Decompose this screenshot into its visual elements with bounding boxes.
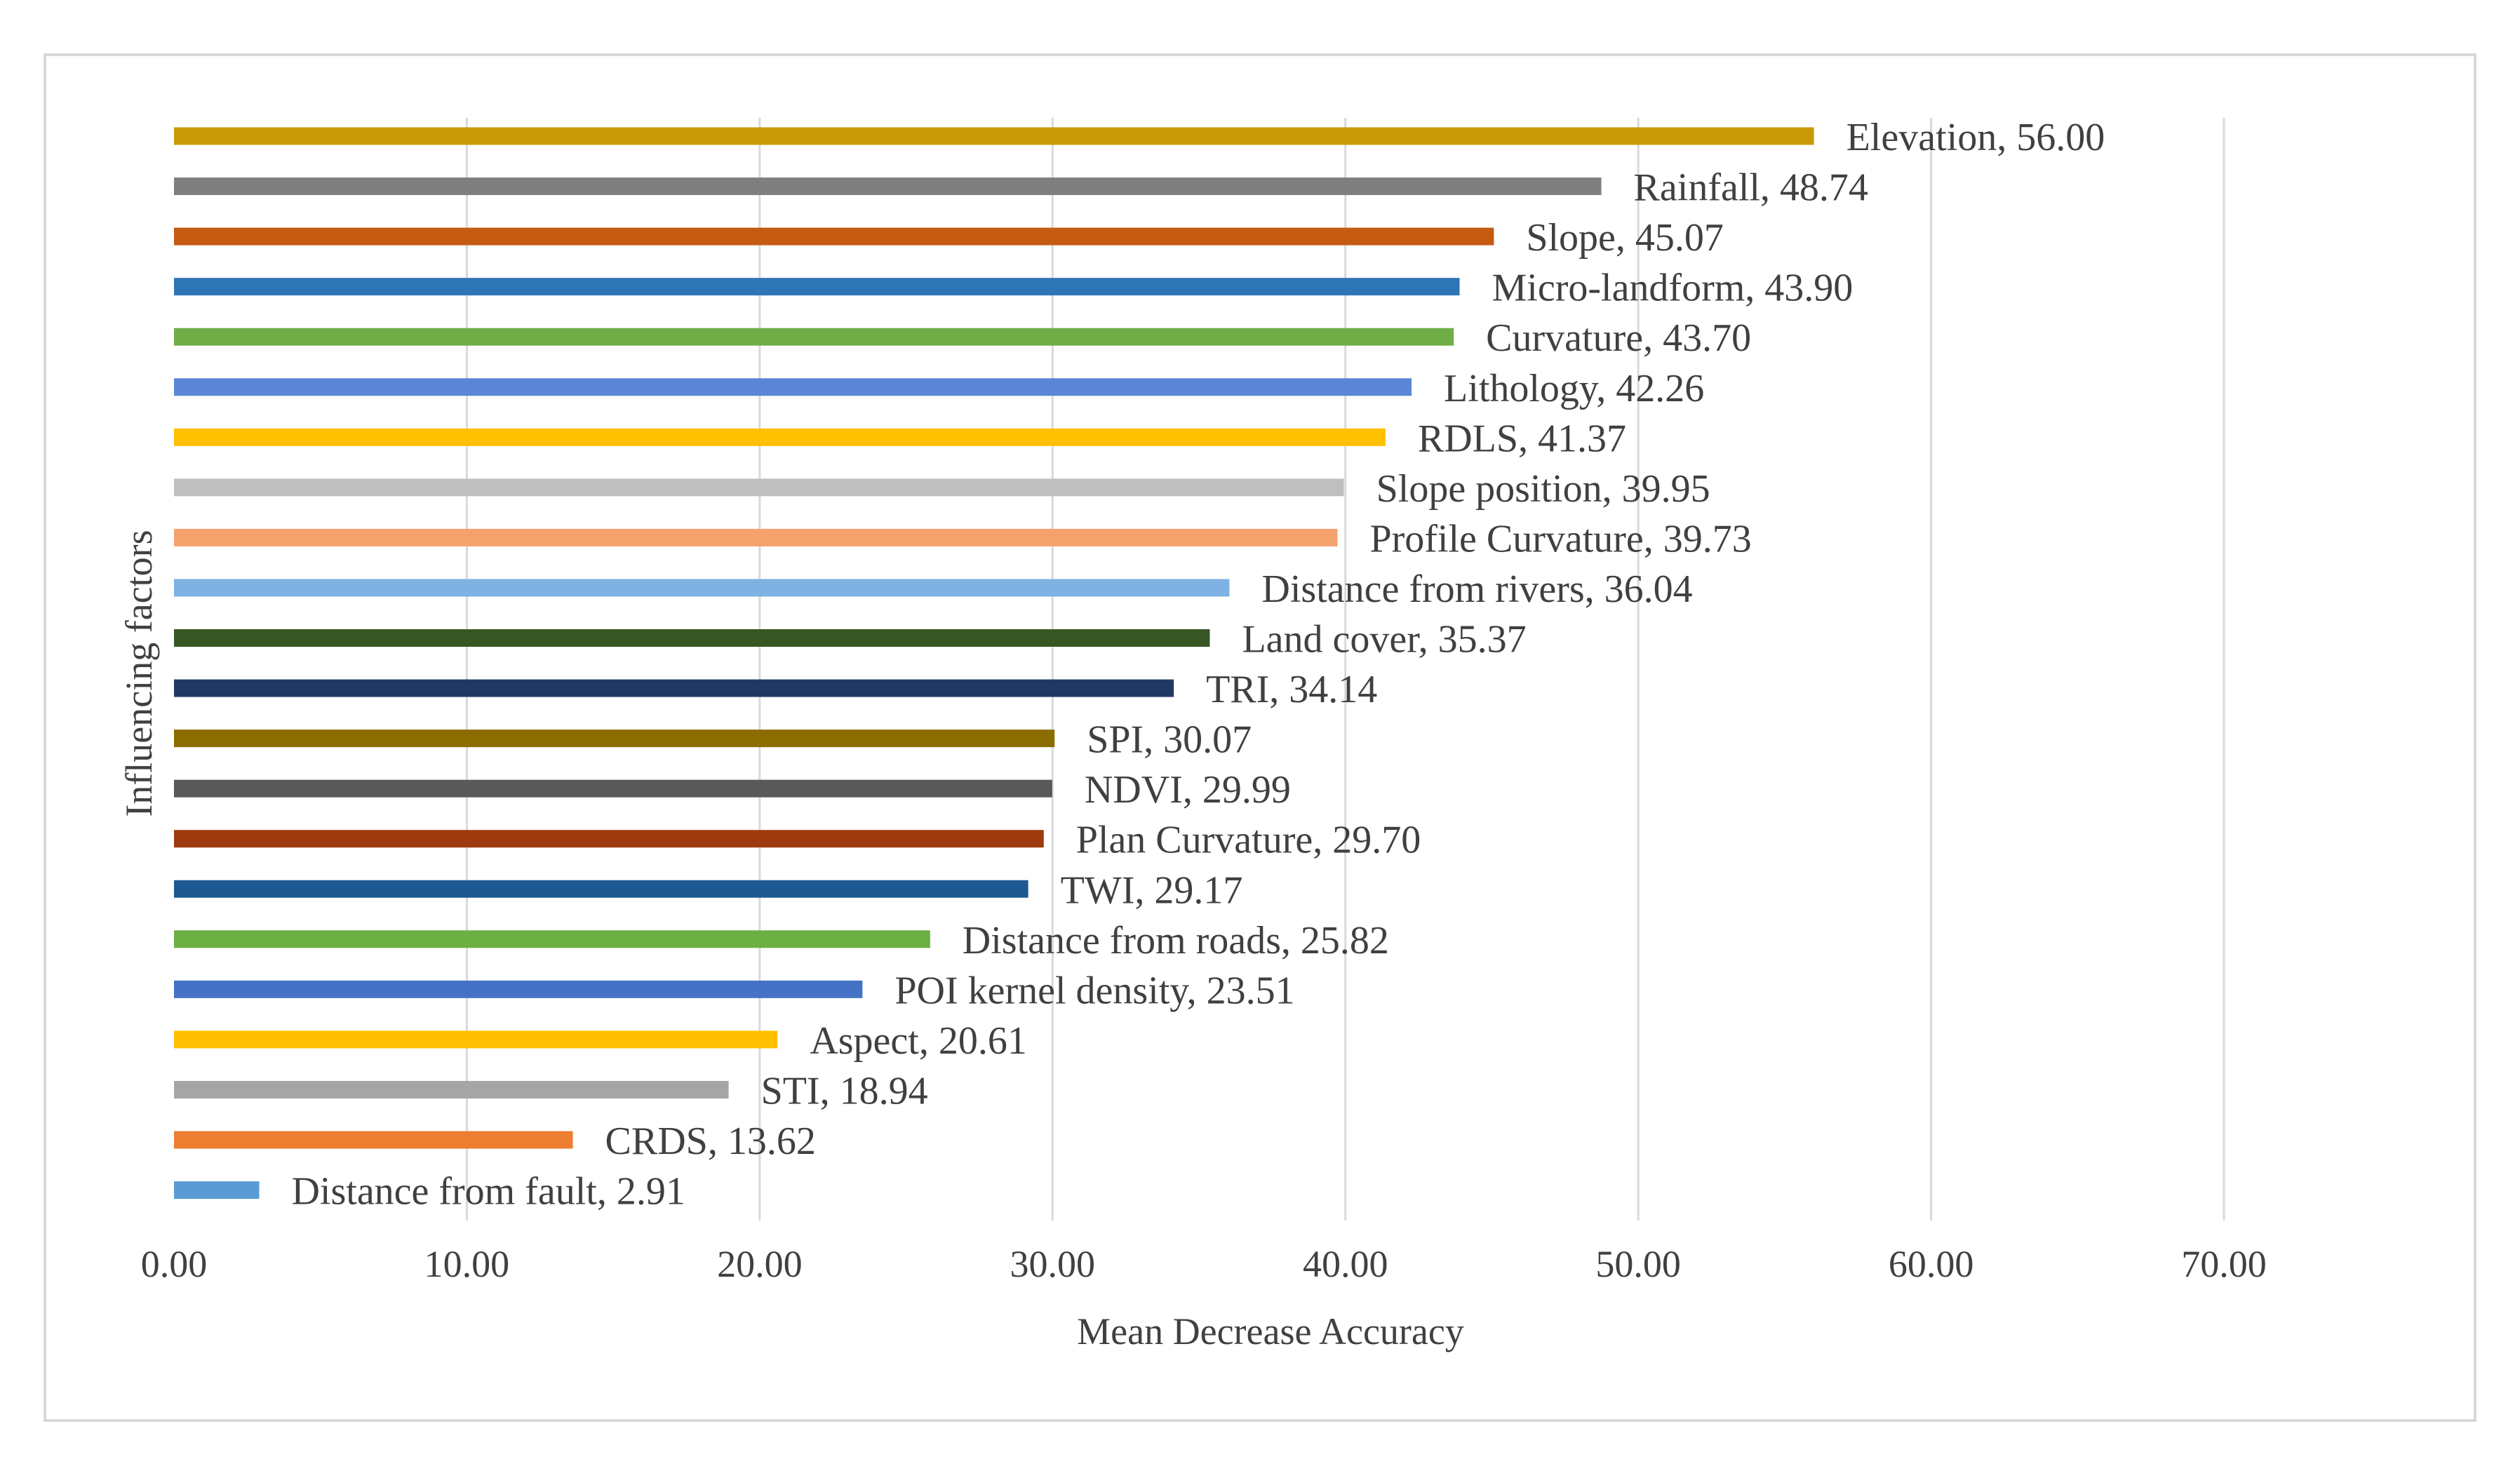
bar-twi bbox=[174, 880, 1028, 898]
bar-label-rdls: RDLS, 41.37 bbox=[1418, 417, 1626, 460]
bar-label-crds: CRDS, 13.62 bbox=[605, 1120, 816, 1163]
bar-profile-curvature bbox=[174, 528, 1338, 546]
bar-label-distance-from-fault: Distance from fault, 2.91 bbox=[291, 1170, 685, 1214]
bar-label-plan-curvature: Plan Curvature, 29.70 bbox=[1076, 819, 1421, 862]
x-tick-label-60: 60.00 bbox=[1889, 1243, 1974, 1285]
x-tick-label-10: 10.00 bbox=[424, 1243, 510, 1285]
bar-plan-curvature bbox=[174, 830, 1044, 848]
bar-label-distance-from-roads: Distance from roads, 25.82 bbox=[963, 919, 1389, 962]
bar-label-sti: STI, 18.94 bbox=[761, 1069, 928, 1113]
bar-curvature bbox=[174, 328, 1454, 346]
bar-label-tri: TRI, 34.14 bbox=[1206, 668, 1377, 711]
bar-label-spi: SPI, 30.07 bbox=[1087, 718, 1252, 762]
bar-label-profile-curvature: Profile Curvature, 39.73 bbox=[1369, 517, 1751, 560]
bar-label-slope-position: Slope position, 39.95 bbox=[1376, 467, 1710, 511]
x-tick-label-70: 70.00 bbox=[2181, 1243, 2267, 1285]
bar-label-curvature: Curvature, 43.70 bbox=[1486, 316, 1751, 360]
bar-distance-from-rivers bbox=[174, 579, 1230, 597]
bar-slope bbox=[174, 227, 1494, 246]
bar-sti bbox=[174, 1080, 729, 1099]
gridlines bbox=[465, 118, 2225, 1221]
x-axis-title: Mean Decrease Accuracy bbox=[1077, 1310, 1464, 1352]
chart-frame: Elevation, 56.00 Rainfall, 48.74 Slope, 45… bbox=[43, 53, 2477, 1422]
bar-distance-from-roads bbox=[174, 930, 930, 948]
x-tick-labels: 0.00 10.00 20.00 30.00 40.00 50.00 60.00 70.00 bbox=[141, 1243, 2267, 1285]
bar-label-elevation: Elevation, 56.00 bbox=[1847, 116, 2105, 159]
y-axis-title: Influencing factors bbox=[118, 530, 160, 817]
bar-label-aspect: Aspect, 20.61 bbox=[810, 1019, 1027, 1063]
x-tick-label-0: 0.00 bbox=[141, 1243, 208, 1285]
bar-label-distance-from-rivers: Distance from rivers, 36.04 bbox=[1261, 567, 1692, 611]
bar-ndvi bbox=[174, 779, 1052, 798]
bar-spi bbox=[174, 730, 1055, 748]
bar-label-slope: Slope, 45.07 bbox=[1526, 216, 1724, 260]
bar-elevation bbox=[174, 127, 1814, 145]
bar-land-cover bbox=[174, 629, 1210, 647]
bar-label-land-cover: Land cover, 35.37 bbox=[1242, 618, 1526, 661]
x-tick-label-50: 50.00 bbox=[1595, 1243, 1681, 1285]
bar-label-ndvi: NDVI, 29.99 bbox=[1085, 768, 1291, 812]
x-tick-label-40: 40.00 bbox=[1303, 1243, 1388, 1285]
bar-tri bbox=[174, 679, 1174, 697]
bar-crds bbox=[174, 1131, 573, 1149]
bar-distance-from-fault bbox=[174, 1181, 260, 1200]
bar-label-poi-kernel-density: POI kernel density, 23.51 bbox=[894, 969, 1294, 1012]
bar-poi-kernel-density bbox=[174, 980, 863, 998]
bar-label-twi: TWI, 29.17 bbox=[1061, 868, 1243, 912]
bar-lithology bbox=[174, 378, 1412, 396]
bar-micro-landform bbox=[174, 278, 1460, 296]
bar-label-lithology: Lithology, 42.26 bbox=[1444, 367, 1704, 410]
bar-slope-position bbox=[174, 478, 1344, 497]
chart-svg: Elevation, 56.00 Rainfall, 48.74 Slope, 45… bbox=[118, 116, 2267, 1352]
bar-rdls bbox=[174, 428, 1386, 446]
bar-rainfall bbox=[174, 177, 1602, 196]
bars bbox=[174, 127, 1814, 1200]
x-tick-label-20: 20.00 bbox=[717, 1243, 803, 1285]
bar-label-micro-landform: Micro-landform, 43.90 bbox=[1492, 267, 1854, 310]
x-tick-label-30: 30.00 bbox=[1010, 1243, 1096, 1285]
bar-label-rainfall: Rainfall, 48.74 bbox=[1634, 166, 1868, 210]
bar-labels: Elevation, 56.00 Rainfall, 48.74 Slope, 45… bbox=[291, 116, 2105, 1214]
bar-aspect bbox=[174, 1030, 778, 1049]
